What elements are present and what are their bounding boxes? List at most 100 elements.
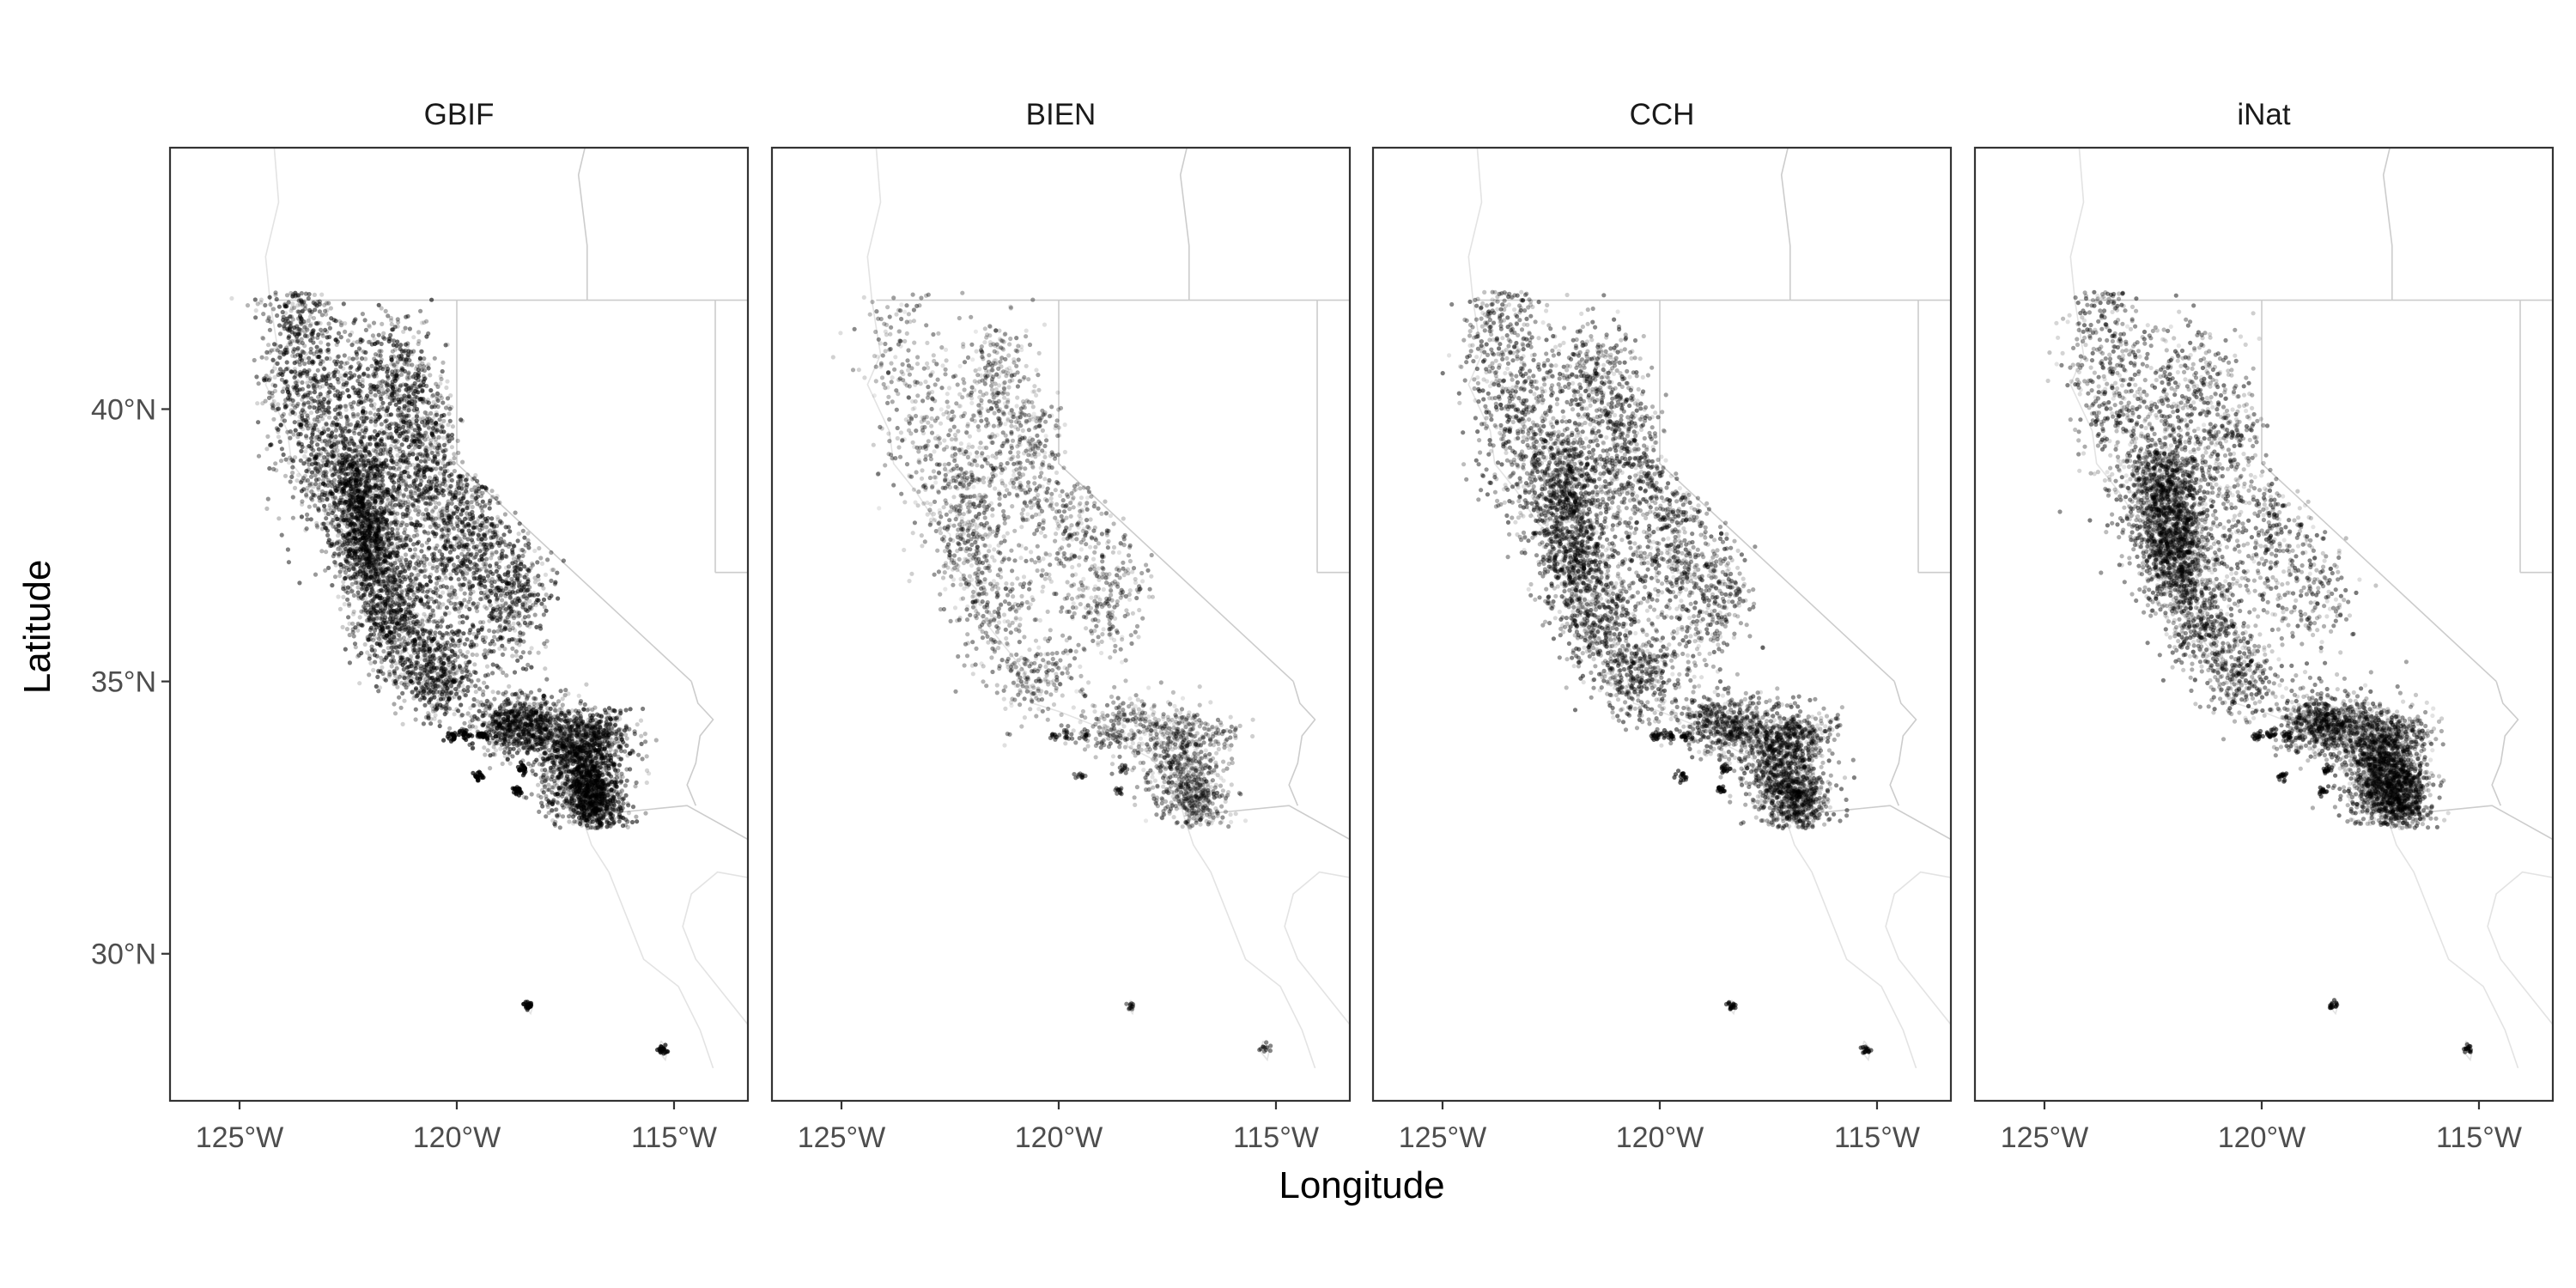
occurrence-point (287, 455, 293, 460)
occurrence-point (353, 645, 358, 650)
occurrence-point (368, 633, 373, 638)
occurrence-point (343, 436, 349, 441)
occurrence-point (345, 471, 350, 477)
occurrence-point (307, 457, 313, 462)
occurrence-point (270, 382, 276, 387)
occurrence-point (389, 458, 394, 463)
occurrence-point (291, 346, 296, 351)
occurrence-point (369, 363, 374, 368)
occurrence-point (267, 295, 272, 300)
occurrence-point (299, 448, 304, 454)
occurrence-point (357, 388, 362, 393)
occurrence-point (447, 439, 452, 444)
occurrence-point (369, 398, 374, 403)
occurrence-point (495, 514, 501, 519)
occurrence-point (383, 308, 388, 313)
occurrence-point (440, 368, 445, 374)
occurrence-point (317, 301, 322, 307)
occurrence-point (317, 354, 322, 360)
occurrence-point (359, 495, 364, 501)
occurrence-point (470, 683, 475, 689)
occurrence-point (338, 414, 343, 419)
occurrence-point (305, 380, 310, 386)
occurrence-point (304, 435, 309, 440)
occurrence-point (319, 378, 325, 383)
occurrence-point (320, 471, 325, 477)
occurrence-point (335, 355, 340, 360)
occurrence-point (266, 316, 271, 321)
occurrence-point (331, 482, 337, 487)
occurrence-point (489, 516, 495, 521)
occurrence-point (376, 390, 381, 395)
occurrence-point (313, 477, 319, 483)
occurrence-point (446, 499, 451, 505)
occurrence-point (267, 349, 272, 355)
occurrence-point (342, 602, 347, 607)
occurrence-point (398, 393, 404, 398)
occurrence-point (307, 360, 312, 365)
occurrence-point (427, 700, 432, 705)
occurrence-point (296, 331, 301, 337)
occurrence-point (417, 483, 423, 488)
occurrence-point (384, 381, 389, 386)
occurrence-point (313, 468, 318, 473)
occurrence-point (341, 486, 346, 491)
occurrence-point (388, 412, 393, 417)
occurrence-point (284, 367, 289, 372)
occurrence-point (323, 490, 328, 495)
occurrence-point (344, 627, 349, 632)
occurrence-point (406, 362, 411, 368)
occurrence-point (318, 348, 323, 353)
occurrence-point (385, 374, 391, 379)
occurrence-point (310, 430, 315, 435)
occurrence-point (373, 513, 378, 518)
occurrence-point (422, 702, 428, 708)
occurrence-point (392, 671, 398, 676)
occurrence-point (316, 493, 322, 498)
occurrence-point (343, 549, 349, 554)
occurrence-point (313, 572, 319, 577)
occurrence-point (347, 422, 352, 428)
occurrence-point (286, 387, 291, 393)
occurrence-point (310, 398, 315, 404)
occurrence-point (326, 405, 331, 410)
occurrence-point (355, 515, 361, 520)
occurrence-point (487, 501, 492, 506)
occurrence-point (278, 422, 283, 428)
occurrence-point (439, 413, 444, 418)
occurrence-point (313, 320, 319, 326)
occurrence-point (307, 504, 312, 509)
occurrence-point (304, 492, 309, 497)
occurrence-point (312, 427, 317, 432)
occurrence-point (276, 323, 283, 328)
occurrence-point (305, 512, 310, 518)
occurrence-point (419, 320, 424, 325)
occurrence-point (361, 399, 366, 404)
occurrence-point (365, 523, 370, 528)
occurrence-point (362, 540, 368, 545)
occurrence-point (320, 477, 326, 483)
occurrence-point (406, 637, 411, 642)
occurrence-point (455, 689, 460, 694)
occurrence-point (413, 394, 418, 399)
occurrence-point (409, 664, 414, 669)
occurrence-point (389, 521, 394, 526)
occurrence-point (311, 447, 316, 453)
occurrence-point (309, 470, 315, 475)
occurrence-point (338, 335, 343, 340)
occurrence-point (368, 382, 374, 387)
occurrence-point (386, 583, 391, 588)
occurrence-point (306, 318, 311, 323)
occurrence-point (363, 568, 368, 573)
occurrence-point (349, 404, 355, 410)
occurrence-point (465, 477, 470, 482)
occurrence-point (404, 476, 409, 481)
occurrence-point (420, 668, 426, 673)
occurrence-point (286, 319, 291, 324)
occurrence-point (301, 461, 307, 466)
occurrence-point (253, 308, 258, 313)
occurrence-point (324, 381, 329, 386)
occurrence-point (293, 428, 298, 433)
occurrence-point (360, 555, 365, 561)
occurrence-point (325, 342, 331, 347)
